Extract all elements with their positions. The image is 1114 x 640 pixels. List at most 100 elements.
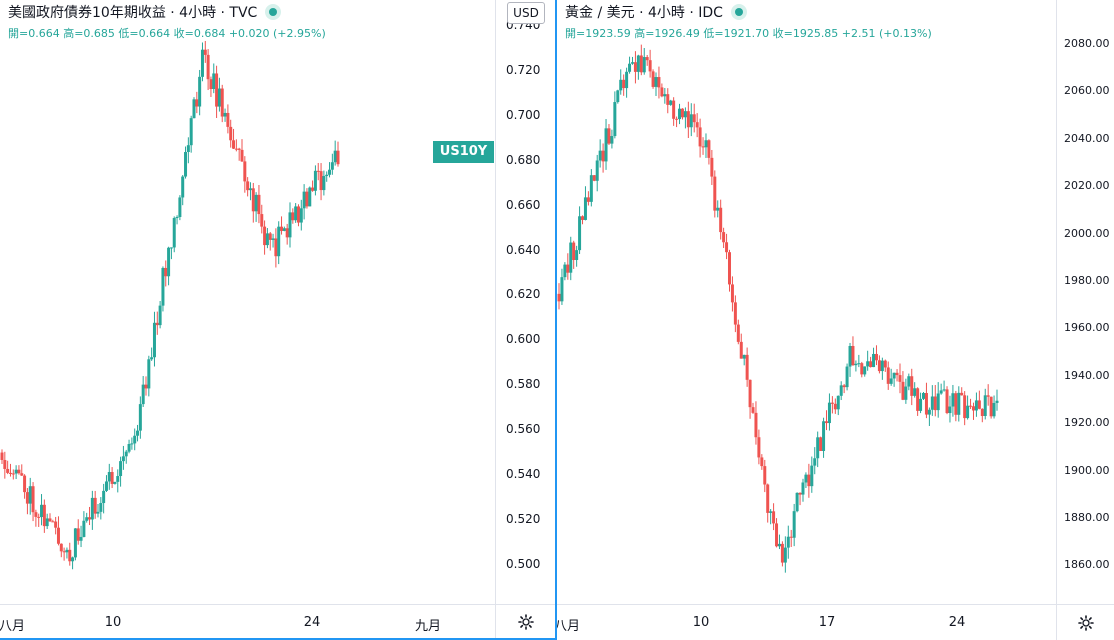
us10y-plot-area[interactable] bbox=[0, 0, 495, 604]
candle-down bbox=[825, 410, 829, 431]
candle-up bbox=[786, 525, 790, 559]
candle-down bbox=[986, 384, 990, 406]
candle-up bbox=[836, 395, 840, 416]
candle-up bbox=[158, 300, 162, 329]
us10y-last-price-flag: US10Y bbox=[433, 140, 494, 163]
candle-down bbox=[686, 101, 690, 138]
candle-up bbox=[119, 456, 123, 487]
candle-down bbox=[622, 74, 626, 96]
candle-up bbox=[630, 56, 634, 65]
candle-up bbox=[186, 137, 190, 164]
candle-up bbox=[90, 490, 94, 530]
candle-up bbox=[769, 509, 773, 525]
candle-up bbox=[936, 382, 940, 418]
gold-chart-pane[interactable]: 黃金 / 美元 · 4小時 · IDC 開=1923.59 高=1926.49 … bbox=[557, 0, 1114, 640]
price-tick-label: 0.640 bbox=[506, 242, 541, 257]
us10y-price-axis[interactable]: 0.740 0.720 0.700 0.680 0.660 0.640 0.620 0.600… bbox=[495, 0, 555, 604]
candle-up bbox=[636, 54, 640, 80]
candle-up bbox=[678, 103, 682, 125]
price-tick-label: 1940.00 bbox=[1064, 368, 1110, 382]
candle-down bbox=[155, 311, 159, 335]
us10y-symbol-title[interactable]: 美國政府債券10年期收益 · 4小時 · TVC bbox=[8, 3, 326, 21]
candle-up bbox=[625, 67, 629, 98]
candle-up bbox=[325, 171, 329, 182]
candle-up bbox=[654, 72, 658, 96]
candle-down bbox=[772, 503, 776, 531]
us10y-chart-pane[interactable]: 美國政府債券10年期收益 · 4小時 · TVC 開=0.664 高=0.685… bbox=[0, 0, 557, 640]
candle-down bbox=[701, 137, 705, 155]
candle-up bbox=[930, 385, 934, 416]
candle-down bbox=[833, 398, 837, 414]
candle-down bbox=[572, 240, 576, 269]
candle-up bbox=[79, 525, 83, 548]
candle-up bbox=[152, 311, 156, 367]
candle-up bbox=[854, 360, 858, 372]
candle-down bbox=[739, 333, 743, 359]
candle-down bbox=[31, 482, 35, 522]
candle-down bbox=[748, 379, 752, 419]
gold-price-axis[interactable]: 2080.00 2060.00 2040.00 2020.00 2000.00 1980.… bbox=[1056, 0, 1114, 604]
candle-up bbox=[161, 266, 165, 312]
us10y-title-text: 美國政府債券10年期收益 · 4小時 · TVC bbox=[8, 5, 258, 21]
candle-up bbox=[628, 56, 632, 74]
candle-down bbox=[645, 54, 649, 66]
candle-up bbox=[200, 42, 204, 82]
candle-up bbox=[845, 363, 849, 391]
candle-up bbox=[73, 528, 77, 561]
candle-up bbox=[172, 216, 176, 253]
candle-down bbox=[910, 368, 914, 406]
candle-down bbox=[780, 541, 784, 567]
candle-down bbox=[869, 356, 873, 368]
candle-down bbox=[34, 509, 38, 527]
gold-ohlc-values: 開=1923.59 高=1926.49 低=1921.70 收=1925.85 … bbox=[565, 27, 932, 40]
candle-up bbox=[288, 202, 292, 248]
gold-time-axis[interactable]: 八月 10 17 24 bbox=[557, 604, 1056, 640]
gold-settings-button[interactable] bbox=[1056, 604, 1114, 640]
price-tick-label: 0.580 bbox=[506, 377, 541, 392]
gold-symbol-title[interactable]: 黃金 / 美元 · 4小時 · IDC bbox=[565, 3, 932, 21]
candle-up bbox=[610, 129, 614, 149]
candle-down bbox=[110, 467, 114, 489]
candle-down bbox=[763, 459, 767, 493]
candle-down bbox=[76, 519, 80, 545]
candle-down bbox=[291, 208, 295, 224]
time-tick-label: 24 bbox=[948, 615, 966, 630]
candle-down bbox=[954, 390, 958, 422]
candle-up bbox=[995, 389, 999, 411]
candle-up bbox=[866, 350, 870, 371]
candle-down bbox=[54, 516, 58, 535]
candle-up bbox=[777, 534, 781, 550]
time-tick-label: 24 bbox=[303, 615, 321, 630]
candle-up bbox=[124, 449, 128, 464]
candle-down bbox=[0, 449, 4, 465]
candle-up bbox=[167, 246, 171, 286]
gold-plot-area[interactable] bbox=[557, 0, 1056, 604]
candle-up bbox=[816, 431, 820, 468]
us10y-time-axis[interactable]: 八月 10 24 九月 bbox=[0, 604, 495, 638]
candle-up bbox=[121, 445, 125, 470]
candle-up bbox=[595, 154, 599, 192]
candle-up bbox=[569, 236, 573, 281]
candle-down bbox=[789, 529, 793, 547]
candle-down bbox=[25, 487, 29, 515]
price-tick-label: 1920.00 bbox=[1064, 416, 1110, 430]
candle-down bbox=[633, 51, 637, 84]
us10y-ohlc-values: 開=0.664 高=0.685 低=0.664 收=0.684 +0.020 (… bbox=[8, 27, 326, 40]
candle-down bbox=[713, 170, 717, 218]
candle-up bbox=[683, 107, 687, 129]
candle-down bbox=[246, 177, 250, 197]
candle-up bbox=[254, 192, 258, 222]
candle-down bbox=[215, 65, 219, 119]
candle-up bbox=[71, 556, 75, 570]
price-tick-label: 2020.00 bbox=[1064, 179, 1110, 193]
candle-down bbox=[601, 143, 605, 173]
us10y-currency-label[interactable]: USD bbox=[507, 2, 545, 24]
candle-down bbox=[710, 149, 714, 185]
candle-down bbox=[883, 359, 887, 372]
candle-up bbox=[604, 119, 608, 170]
candle-down bbox=[666, 88, 670, 114]
price-tick-label: 0.600 bbox=[506, 332, 541, 347]
candle-up bbox=[282, 226, 286, 232]
us10y-settings-button[interactable] bbox=[495, 604, 555, 638]
candle-down bbox=[274, 228, 278, 268]
